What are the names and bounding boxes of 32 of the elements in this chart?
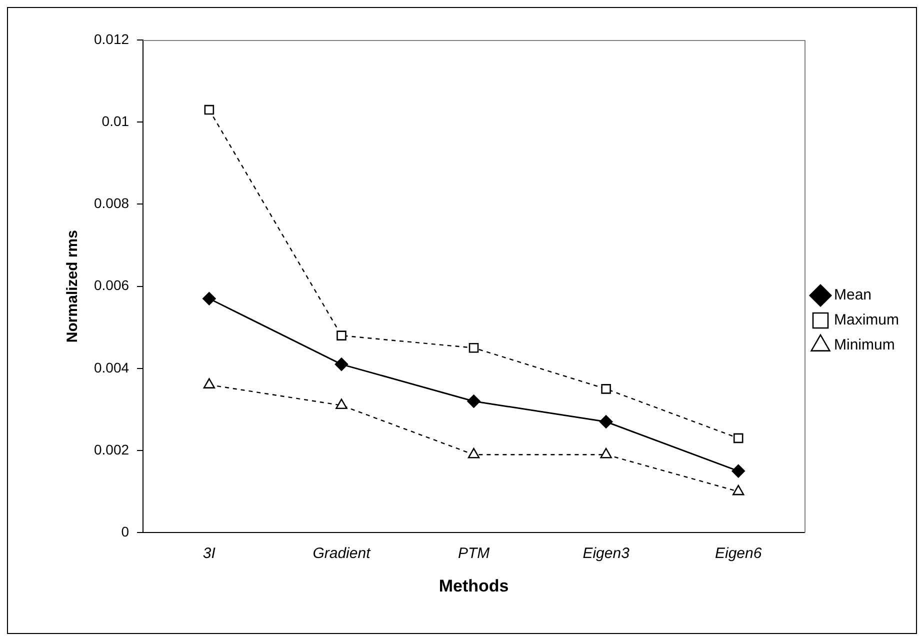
point (732, 464, 745, 478)
point (600, 448, 612, 458)
point (468, 342, 479, 353)
point (336, 398, 348, 409)
point (203, 378, 216, 388)
y-tick-label: 0.01 (102, 112, 130, 129)
point (732, 484, 744, 496)
x-axis-title: Methods (438, 576, 509, 596)
y-tick-label: 0 (121, 523, 130, 540)
y-tick-label: 0.004 (94, 359, 130, 376)
y-axis-title: Normalized rms (64, 230, 82, 343)
y-tick-label: 0.006 (94, 277, 130, 294)
point (468, 448, 480, 458)
point (467, 394, 480, 408)
x-tick-label: Eigen6 (714, 544, 762, 562)
point (733, 433, 744, 444)
x-tick-label: Eigen3 (582, 544, 630, 562)
point (336, 330, 346, 340)
y-tick-label: 0.012 (94, 30, 130, 47)
point (202, 292, 216, 306)
x-tick-label: Gradient (312, 544, 372, 562)
legend-label: Maximum (834, 312, 900, 329)
x-tick-label: 3I (202, 544, 216, 562)
legend-label: Minimum (834, 336, 895, 354)
point (599, 415, 613, 428)
point (334, 358, 348, 371)
legend-label: Mean (834, 286, 872, 304)
point (601, 384, 611, 394)
y-tick-label: 0.002 (94, 441, 130, 458)
x-tick-label: PTM (458, 544, 490, 562)
y-tick-label: 0.008 (94, 195, 130, 212)
point (204, 104, 214, 115)
